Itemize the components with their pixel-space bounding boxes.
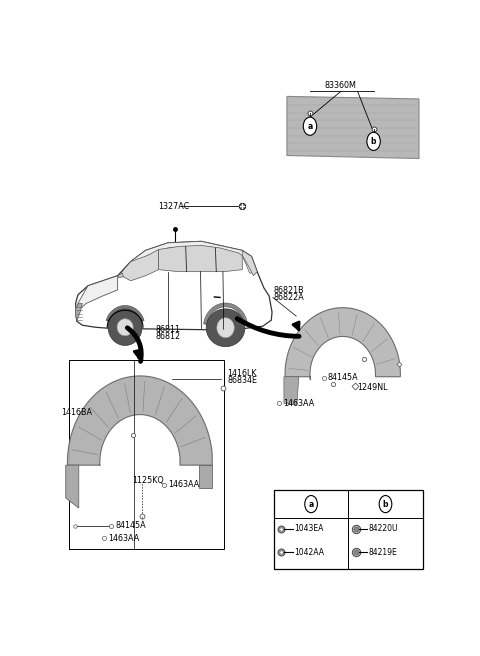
Text: 1416BA: 1416BA — [61, 407, 92, 417]
Polygon shape — [284, 377, 299, 405]
Text: 86822A: 86822A — [274, 293, 305, 302]
Polygon shape — [119, 273, 123, 277]
Text: 1249NL: 1249NL — [358, 383, 388, 392]
Text: 1125KQ: 1125KQ — [132, 476, 164, 485]
Polygon shape — [158, 245, 242, 272]
Polygon shape — [120, 249, 158, 281]
Polygon shape — [217, 318, 234, 338]
Polygon shape — [131, 241, 257, 273]
Text: 86812: 86812 — [156, 333, 181, 341]
Text: b: b — [383, 500, 388, 508]
Polygon shape — [117, 319, 133, 336]
Polygon shape — [108, 309, 142, 346]
Bar — [69, 360, 224, 550]
Polygon shape — [206, 309, 245, 346]
Text: b: b — [371, 137, 376, 146]
Text: 83360M: 83360M — [325, 81, 357, 90]
Text: 84145A: 84145A — [115, 522, 146, 530]
Text: 1463AA: 1463AA — [283, 398, 314, 407]
Polygon shape — [287, 96, 419, 159]
Text: 84145A: 84145A — [328, 373, 359, 382]
Text: 1463AA: 1463AA — [108, 534, 140, 543]
Text: 1463AA: 1463AA — [168, 480, 199, 489]
Polygon shape — [76, 241, 272, 330]
Text: 1416LK: 1416LK — [228, 369, 257, 378]
Text: 1042AA: 1042AA — [294, 548, 324, 557]
Polygon shape — [76, 304, 83, 321]
Polygon shape — [285, 308, 400, 384]
Polygon shape — [199, 465, 212, 488]
Text: 1327AC: 1327AC — [158, 201, 190, 211]
Text: a: a — [307, 122, 312, 131]
Text: 84220U: 84220U — [369, 524, 398, 533]
Circle shape — [305, 495, 317, 513]
Polygon shape — [242, 251, 257, 276]
Circle shape — [379, 495, 392, 513]
Text: 84219E: 84219E — [369, 548, 397, 557]
Text: 86811: 86811 — [156, 325, 181, 335]
Polygon shape — [78, 276, 118, 311]
Circle shape — [303, 117, 317, 135]
Text: 86821B: 86821B — [274, 286, 304, 295]
Polygon shape — [106, 306, 144, 321]
Bar — [274, 491, 423, 569]
Polygon shape — [204, 303, 248, 325]
Text: 1043EA: 1043EA — [294, 524, 324, 533]
Circle shape — [367, 133, 380, 150]
Polygon shape — [66, 465, 79, 508]
Polygon shape — [67, 376, 212, 468]
Text: a: a — [309, 500, 314, 508]
Text: 86834E: 86834E — [228, 376, 257, 385]
